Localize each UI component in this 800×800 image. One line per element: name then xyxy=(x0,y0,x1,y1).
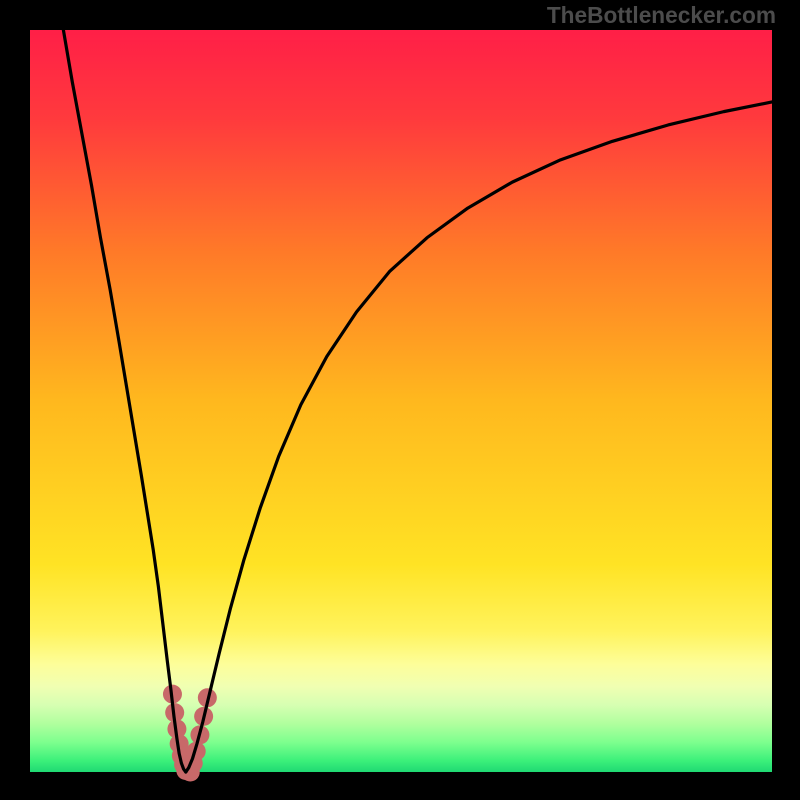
curves-layer xyxy=(30,30,772,772)
left-curve xyxy=(63,30,185,772)
watermark-label: TheBottlenecker.com xyxy=(547,2,776,29)
plot-area xyxy=(30,30,772,772)
chart-frame: TheBottlenecker.com xyxy=(0,0,800,800)
right-curve xyxy=(186,102,772,772)
